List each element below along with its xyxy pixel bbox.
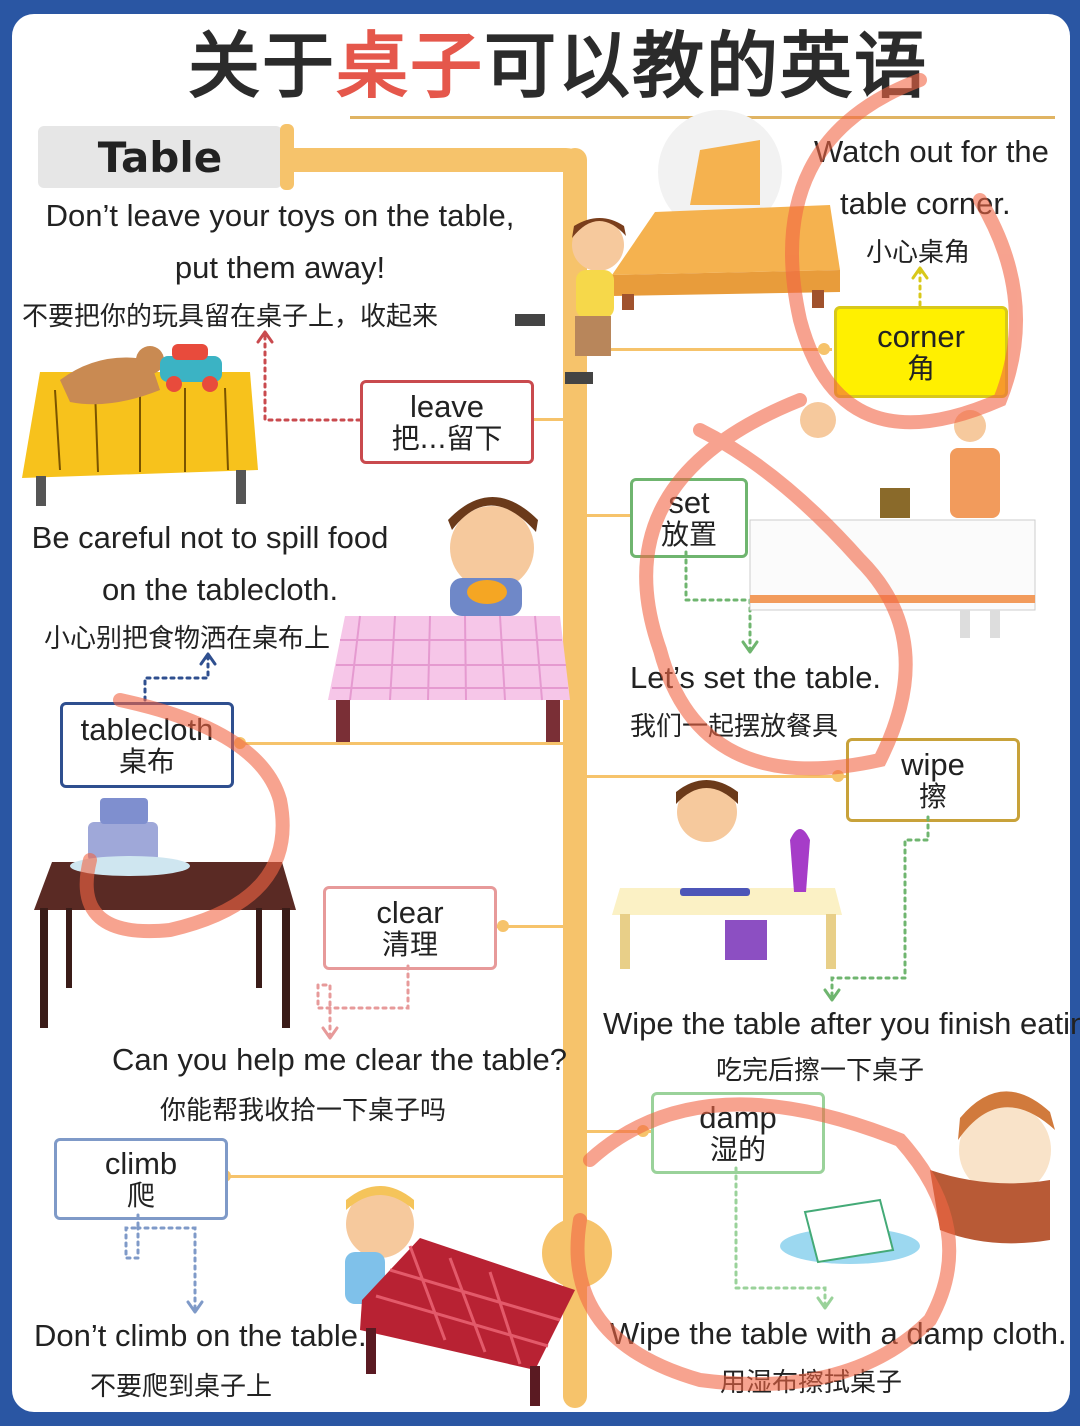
baby-eating-illustration — [448, 497, 538, 616]
vocab-card-leave: leave 把...留下 — [360, 380, 534, 464]
messy-table-illustration — [34, 798, 296, 1028]
title-part-1: 关于 — [188, 24, 337, 108]
topic-header: Table — [38, 126, 282, 188]
boy-wiping-cloth-illustration — [780, 1091, 1055, 1264]
child-wiping-table-illustration — [612, 780, 842, 969]
sentence-wipe-zh: 吃完后擦一下桌子 — [716, 1056, 925, 1086]
mindmap-top-branch — [290, 148, 586, 172]
sentence-wipe-en: Wipe the table after you finish eating. — [603, 1006, 1080, 1041]
branch-corner — [587, 348, 832, 351]
sentence-clear-zh: 你能帮我收拾一下桌子吗 — [160, 1096, 447, 1126]
sentence-leave-en-2: put them away! — [174, 250, 386, 285]
title-highlight: 桌子 — [336, 24, 485, 108]
sentence-climb-zh: 不要爬到桌子上 — [90, 1372, 273, 1402]
branch-set — [587, 514, 630, 517]
sentence-tablecloth-en-2: on the tablecloth. — [101, 572, 339, 607]
page-title: 关于桌子可以教的英语 — [188, 24, 928, 108]
vocab-zh: 爬 — [126, 1178, 155, 1212]
sentence-tablecloth-en-1: Be careful not to spill food — [31, 520, 389, 555]
sentence-clear-en: Can you help me clear the table? — [112, 1042, 567, 1077]
table-with-toys-illustration — [22, 344, 258, 506]
table-with-tablecloth-illustration — [612, 205, 840, 310]
people-setting-table-illustration — [749, 402, 1036, 638]
sentence-tablecloth-zh: 小心别把食物洒在桌布上 — [44, 624, 331, 654]
vocab-zh: 把...留下 — [391, 421, 503, 455]
vocab-en: climb — [104, 1146, 178, 1182]
branch-wipe — [587, 775, 847, 778]
vocab-card-climb: climb 爬 — [54, 1138, 228, 1220]
branch-clear — [495, 925, 565, 928]
vocab-card-wipe: wipe 擦 — [846, 738, 1020, 822]
branch-dot-clear — [497, 920, 509, 932]
boy-on-table-illustration — [515, 218, 626, 384]
branch-climb — [225, 1175, 565, 1178]
vocab-en: clear — [376, 895, 444, 931]
topic-header-cap — [280, 124, 294, 190]
sentence-climb-en: Don’t climb on the table. — [34, 1318, 367, 1353]
topic-header-label: Table — [97, 132, 223, 182]
vocab-zh: 清理 — [381, 927, 438, 961]
pink-tablecloth-table-illustration — [328, 615, 570, 742]
baby-climbing-table-illustration — [345, 1186, 575, 1406]
branch-tablecloth — [240, 742, 565, 745]
vocab-en: leave — [409, 389, 485, 425]
vocab-zh: 擦 — [918, 779, 947, 813]
sentence-leave-en-1: Don’t leave your toys on the table, — [45, 198, 515, 233]
sentence-leave-zh: 不要把你的玩具留在桌子上，收起来 — [22, 302, 439, 332]
branch-leave — [530, 418, 565, 421]
vocab-card-clear: clear 清理 — [323, 886, 497, 970]
